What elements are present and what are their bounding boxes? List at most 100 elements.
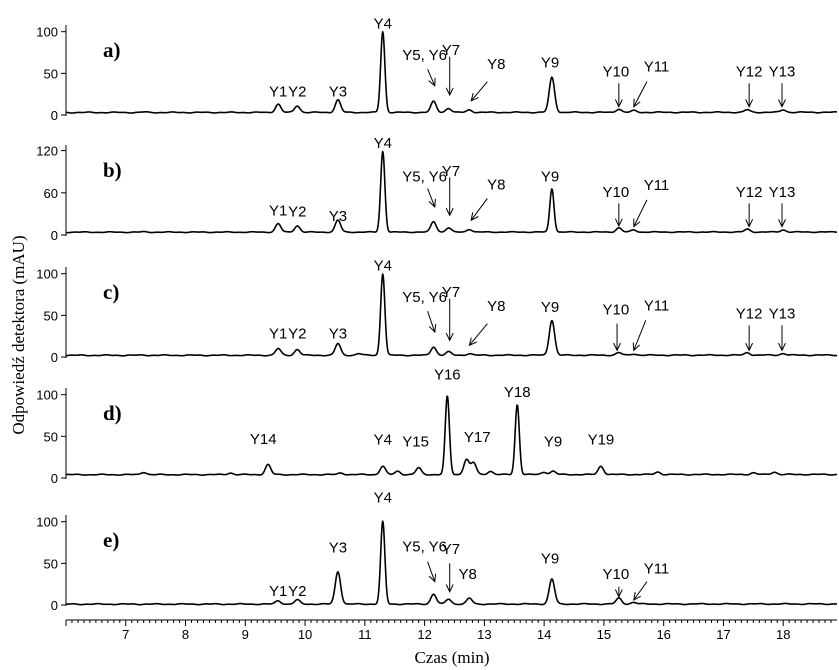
y-tick-label: 50: [44, 308, 58, 323]
peak-label: Y1: [269, 326, 287, 343]
peak-label: Y2: [288, 204, 306, 221]
peak-arrow: [427, 68, 436, 87]
peak-arrow: [632, 320, 647, 352]
x-tick-label: 10: [298, 627, 312, 642]
peak-arrow: [470, 81, 488, 102]
peak-label: Y3: [329, 326, 347, 343]
peak-label: Y9: [541, 550, 559, 567]
panel-label: a): [103, 38, 121, 62]
y-tick-label: 0: [51, 228, 58, 243]
y-tick-label: 100: [36, 388, 58, 403]
peak-label: Y1: [269, 583, 287, 600]
peak-label: Y12: [736, 306, 763, 323]
panel-label: d): [103, 401, 122, 425]
peak-label: Y13: [769, 64, 796, 81]
peak-label: Y4: [374, 257, 392, 274]
peak-arrow: [614, 586, 623, 598]
x-tick-label: 15: [597, 627, 611, 642]
peak-arrow: [470, 198, 488, 222]
peak-arrow: [427, 561, 437, 583]
y-tick-label: 0: [51, 350, 58, 365]
chromatogram-trace: [65, 520, 838, 606]
y-tick-label: 50: [44, 556, 58, 571]
peak-label: Y9: [541, 169, 559, 186]
y-tick-label: 100: [36, 515, 58, 530]
chromatogram-trace: [65, 31, 838, 114]
peak-arrow: [445, 56, 454, 97]
peak-label: Y12: [736, 184, 763, 201]
peak-label: Y11: [644, 177, 670, 194]
y-tick-label: 0: [51, 108, 58, 123]
peak-label: Y4: [374, 490, 392, 507]
peak-label: Y7: [442, 284, 460, 301]
peak-label: Y2: [288, 583, 306, 600]
peak-arrow: [427, 311, 437, 334]
peak-label: Y8: [487, 176, 505, 193]
peak-arrow: [778, 83, 786, 108]
peak-arrow: [468, 323, 488, 347]
peak-label: Y14: [250, 431, 277, 448]
peak-label: Y11: [644, 297, 670, 314]
peak-arrow: [445, 298, 454, 342]
y-tick-label: 50: [44, 66, 58, 81]
x-tick-label: 12: [417, 627, 431, 642]
peak-label: Y11: [644, 59, 670, 76]
peak-label: Y5, Y6: [402, 169, 447, 186]
x-axis: 7 8 9 10 11 12 13 14 15 16 17 18: [65, 619, 837, 642]
peak-label: Y16: [434, 367, 461, 384]
peak-arrow: [633, 581, 648, 601]
peak-label: Y1: [269, 84, 287, 101]
peak-label: Y3: [329, 540, 347, 557]
peak-label: Y5, Y6: [402, 539, 447, 556]
peak-label: Y4: [374, 432, 392, 449]
x-tick-label: 14: [537, 627, 551, 642]
peak-label: Y7: [442, 42, 460, 59]
peak-label: Y8: [487, 298, 505, 315]
y-tick-label: 120: [36, 144, 58, 159]
peak-label: Y2: [288, 84, 306, 101]
x-tick-label: 18: [776, 627, 790, 642]
peak-label: Y12: [736, 64, 763, 81]
peak-label: Y11: [644, 560, 670, 577]
peak-arrow: [633, 199, 648, 228]
peak-arrow: [633, 81, 648, 108]
peak-label: Y18: [504, 384, 531, 401]
peak-label: Y3: [329, 84, 347, 101]
y-tick-label: 0: [51, 471, 58, 486]
peak-label: Y17: [464, 429, 491, 446]
peak-label: Y13: [769, 184, 796, 201]
peak-label: Y19: [588, 432, 615, 449]
peak-arrow: [745, 203, 754, 228]
peak-label: Y4: [374, 135, 392, 152]
peak-label: Y10: [603, 184, 630, 201]
y-tick-label: 100: [36, 25, 58, 40]
y-tick-label: 60: [44, 186, 58, 201]
peak-label: Y8: [487, 56, 505, 73]
peak-label: Y13: [769, 306, 796, 323]
peak-label: Y5, Y6: [402, 289, 447, 306]
peak-arrow: [778, 325, 786, 352]
x-tick-label: 11: [358, 627, 372, 642]
x-tick-label: 9: [242, 627, 249, 642]
chromatogram-trace: [65, 150, 838, 234]
x-tick-label: 13: [477, 627, 491, 642]
panel-d: 0 50 100 d) Y14 Y4 Y15 Y16 Y17 Y18 Y9 Y19: [36, 367, 838, 486]
x-tick-label: 8: [182, 627, 189, 642]
peak-label: Y9: [544, 433, 562, 450]
peak-arrow: [745, 325, 754, 352]
peak-label: Y4: [374, 15, 392, 32]
peak-label: Y10: [603, 566, 630, 583]
y-tick-label: 50: [44, 429, 58, 444]
peak-arrow: [613, 323, 621, 352]
peak-label: Y15: [402, 433, 429, 450]
peak-arrow: [445, 177, 454, 217]
peak-label: Y5, Y6: [402, 47, 447, 64]
y-tick-label: 0: [51, 598, 58, 613]
peak-arrow: [745, 83, 754, 108]
